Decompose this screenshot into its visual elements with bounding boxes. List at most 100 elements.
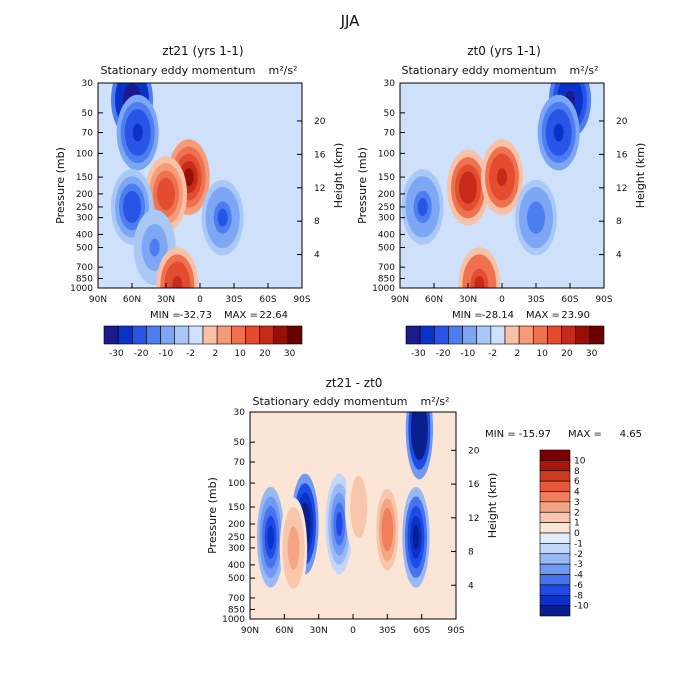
y-tick-label: 400 [76,230,93,240]
right-tick-label: 8 [314,217,320,227]
contour-feature-2-level-4 [416,416,423,441]
contour-feature-4-level-4 [417,197,428,216]
x-tick-label: 0 [499,295,505,305]
contour-feature-5-level-4 [384,517,391,542]
colorbar-swatch [539,605,571,617]
colorbar-label: 10 [574,456,586,466]
x-tick-label: 60N [275,626,293,636]
y-tick-label: 1000 [372,284,395,294]
panel-zt0-subtitle: Stationary eddy momentum [401,64,556,77]
colorbar-label: -10 [574,602,589,612]
contour-feature-1-level-4 [132,123,143,142]
y-axis-label: Pressure (mb) [206,477,219,554]
colorbar-label: -2 [488,349,497,359]
right-tick-label: 20 [468,446,480,456]
y-tick-label: 100 [228,479,245,489]
panel-diff-min-label: MIN = -15.97 [485,429,551,440]
colorbar-label: -4 [574,571,583,581]
x-tick-label: 30N [459,295,477,305]
y-tick-label: 250 [228,533,245,543]
x-tick-label: 60N [123,295,141,305]
colorbar-label: -30 [109,349,124,359]
colorbar-swatch [589,325,605,345]
colorbar-swatch [476,325,492,345]
panel-zt21-max-label: MAX = [224,310,258,321]
y-tick-label: 50 [234,438,246,448]
panel-zt21-units: m²/s² [269,64,298,77]
y-tick-label: 30 [234,408,246,418]
contour-feature-7-level-4 [172,276,183,288]
colorbar-label: -10 [159,349,174,359]
y-tick-label: 850 [378,274,395,284]
panel-zt21-subtitle: Stationary eddy momentum [100,64,255,77]
colorbar-swatch [547,325,562,345]
right-tick-label: 8 [468,548,474,558]
right-tick-label: 12 [616,184,627,194]
colorbar-swatch [117,325,133,345]
y-tick-label: 70 [234,458,246,468]
colorbar-zt0: -30 -20 -10 -2 2 10 20 30 [405,325,605,359]
colorbar-swatch [433,325,449,345]
colorbar-swatch [131,325,147,345]
panel-zt21-max-value: 22.64 [259,310,288,321]
contour-feature-6-level-4 [149,238,160,257]
colorbar-label: 4 [574,488,580,498]
colorbar-swatch [216,325,232,345]
colorbar-swatch [539,511,571,523]
right-tick-label: 4 [616,251,622,261]
y-tick-label: 50 [82,109,94,119]
colorbar-swatch [490,325,506,345]
colorbar-swatch [273,325,289,345]
panel-zt0-min-label: MIN = [452,310,483,321]
contour-feature-3-level-4 [161,184,171,203]
colorbar-label: -20 [436,349,451,359]
colorbar-label: 0 [574,529,580,539]
contour-feature-7-level-4 [355,495,362,520]
right-tick-label: 20 [616,117,628,127]
right-tick-label: 4 [314,251,320,261]
x-tick-label: 0 [197,295,203,305]
colorbar-swatch [539,584,571,596]
right-tick-label: 8 [616,217,622,227]
y-tick-label: 50 [384,109,396,119]
colorbar-label: -3 [574,560,583,570]
y-tick-label: 700 [228,594,245,604]
colorbar-swatch [539,563,571,575]
panel-diff-max-label: MAX = [568,429,602,440]
y-tick-label: 700 [76,263,93,273]
panel-diff-units: m²/s² [421,395,450,408]
right-tick-label: 20 [314,117,326,127]
colorbar-swatch [245,325,260,345]
x-tick-label: 30S [379,626,396,636]
panel-zt0: zt0 (yrs 1-1) Stationary eddy momentum m… [356,44,647,359]
colorbar-swatch [539,553,571,565]
x-tick-label: 30N [310,626,328,636]
contour-feature-4-level-4 [127,197,137,216]
colorbar-swatch [160,325,176,345]
contour-feature-3-level-4 [412,525,420,550]
plot-diff: 90N 60N 30N 0 30S 60S 90S 30 50 70 100 150 200 250300… [206,408,499,636]
colorbar-swatch [462,325,478,345]
colorbar-label: 20 [259,349,271,359]
colorbar-swatch [539,574,571,586]
colorbar-label: -2 [574,550,583,560]
panel-diff-max-value: 4.65 [620,429,642,440]
colorbar-swatch [539,501,571,513]
contour-field [250,412,456,619]
colorbar-swatch [259,325,275,345]
contour-field [98,83,302,288]
colorbar-zt21: -30 -20 -10 -2 2 10 20 30 [103,325,303,359]
panel-zt21: zt21 (yrs 1-1) Stationary eddy momentum … [54,44,345,359]
colorbar-swatch [504,325,520,345]
y-tick-label: 1000 [70,284,93,294]
panel-zt21-min-label: MIN = [150,310,181,321]
colorbar-swatch [539,594,571,606]
y-tick-label: 500 [228,574,245,584]
x-tick-label: 30S [527,295,544,305]
colorbar-label: 10 [234,349,246,359]
colorbar-label: 8 [574,467,580,477]
y-tick-label: 150 [228,503,245,513]
colorbar-label: 2 [515,349,521,359]
colorbar-label: 10 [536,349,548,359]
